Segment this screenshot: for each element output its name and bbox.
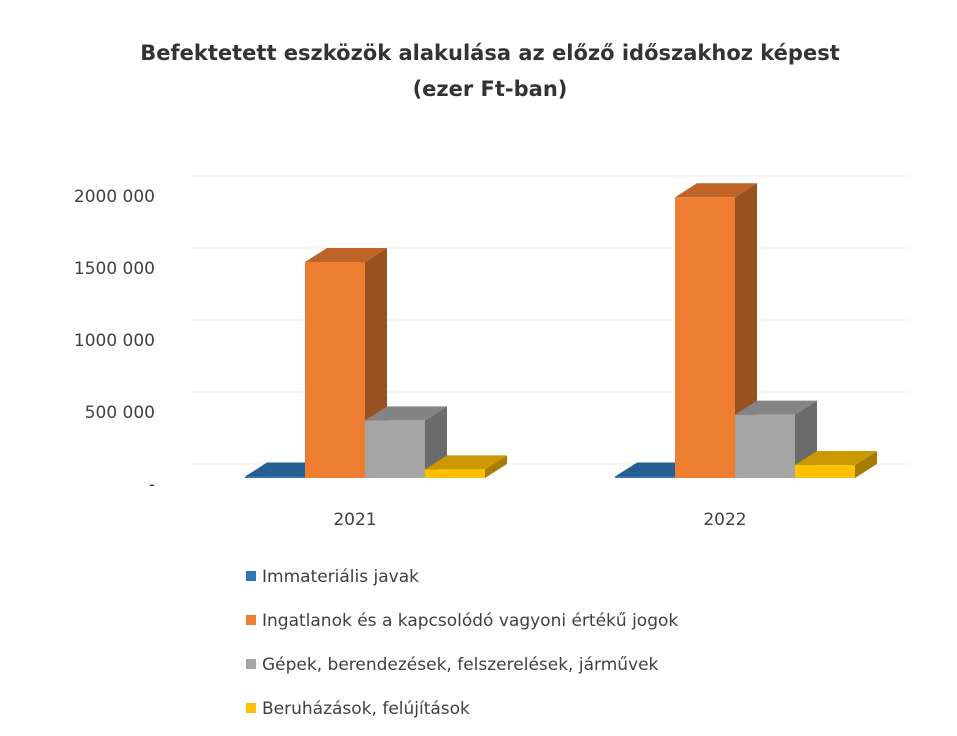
legend-label: Gépek, berendezések, felszerelések, járm… xyxy=(262,655,659,675)
legend-swatch xyxy=(246,615,256,625)
x-tick-label: 2022 xyxy=(703,510,746,530)
bar xyxy=(735,414,795,478)
bar-side xyxy=(855,451,877,478)
bar-top xyxy=(365,406,447,421)
legend-label: Ingatlanok és a kapcsolódó vagyoni érték… xyxy=(262,611,678,631)
bar xyxy=(365,420,425,478)
bar-top xyxy=(675,183,757,198)
bar-top xyxy=(735,400,817,415)
chart-title: Befektetett eszközök alakulása az előző … xyxy=(140,41,840,65)
legend-swatch xyxy=(246,659,256,669)
bar xyxy=(305,262,365,478)
bar-side xyxy=(485,455,507,478)
bar xyxy=(425,469,485,478)
legend-swatch xyxy=(246,571,256,581)
bar-top xyxy=(425,455,507,470)
legend-swatch xyxy=(246,703,256,713)
legend-label: Immateriális javak xyxy=(262,567,419,587)
bar-top xyxy=(305,248,387,262)
bar xyxy=(795,465,855,478)
x-tick-label: 2021 xyxy=(333,510,376,530)
y-tick-label: - xyxy=(149,475,155,495)
bar xyxy=(675,197,735,478)
bar-top xyxy=(795,451,877,466)
y-tick-label: 1000 000 xyxy=(74,331,155,351)
y-tick-label: 2000 000 xyxy=(74,187,155,207)
bar xyxy=(245,476,305,478)
y-tick-label: 1500 000 xyxy=(74,259,155,279)
chart-subtitle: (ezer Ft-ban) xyxy=(413,77,568,101)
bar xyxy=(615,476,675,478)
legend-label: Beruházások, felújítások xyxy=(262,699,470,719)
y-tick-label: 500 000 xyxy=(85,403,155,423)
